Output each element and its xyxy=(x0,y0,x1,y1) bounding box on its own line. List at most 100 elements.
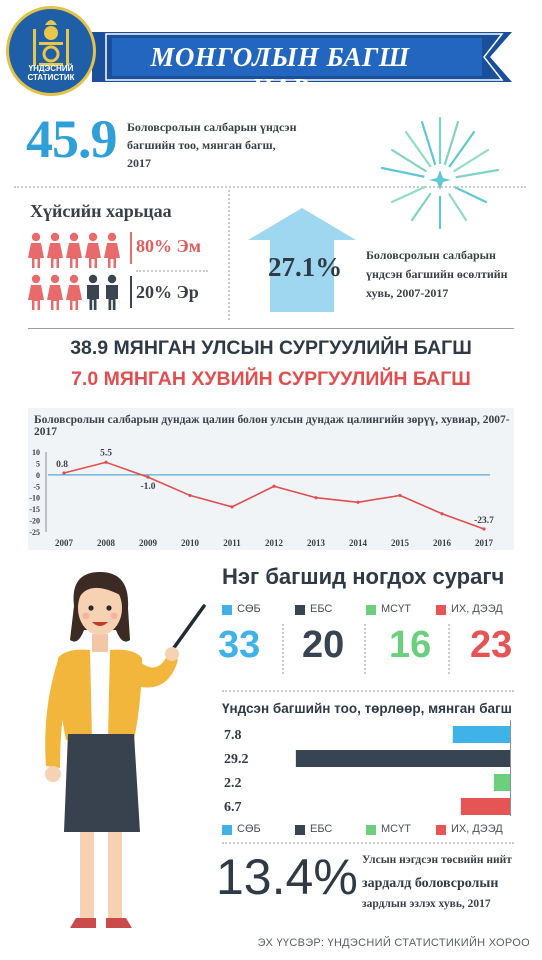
x-tick-label: 2015 xyxy=(391,538,410,548)
fireworks-illustration xyxy=(380,116,500,230)
data-point xyxy=(482,527,486,531)
divider xyxy=(448,624,450,674)
data-label: 0.8 xyxy=(56,460,68,470)
data-point xyxy=(188,493,192,498)
bar-legend-swatch-sob xyxy=(222,825,232,835)
bar-legend-swatch-ih xyxy=(436,825,446,835)
y-tick-label: -25 xyxy=(29,528,40,537)
teacher-illustration xyxy=(45,572,206,928)
data-point xyxy=(356,500,360,504)
bar-legend-swatch-msut xyxy=(366,825,376,835)
data-point xyxy=(104,460,108,464)
data-label: -23.7 xyxy=(474,516,494,526)
legend-label-ih: ИХ, ДЭЭД xyxy=(451,603,503,615)
source-note: ЭХ ҮҮСВЭР: ҮНДЭСНИЙ СТАТИСТИКИЙН ХОРОО xyxy=(257,937,530,949)
legend-label-msut: МСҮТ xyxy=(381,603,411,615)
soyombo-icon xyxy=(33,20,69,66)
data-point xyxy=(62,471,66,475)
education-budget-share-value: 13.4% xyxy=(216,849,358,905)
male-icons xyxy=(87,274,118,310)
x-tick-label: 2012 xyxy=(265,538,284,548)
teachers-by-type-title: Үндсэн багшийн тоо, төрлөөр, мянган багш xyxy=(222,701,512,716)
logo-line-1: ҮНДЭСНИЙ xyxy=(28,64,74,73)
data-point xyxy=(314,496,318,500)
teacher-total-label: Боловсролын салбарын үндсэн багшийн тоо,… xyxy=(127,120,297,170)
y-tick-label: 10 xyxy=(32,448,40,457)
legend-swatch-sob xyxy=(222,605,232,615)
salary-gap-line-chart: 10 5 0 -5 -10 -15 -20 -25 2007 2008 2009 2010 2011 20… xyxy=(29,448,494,548)
bar xyxy=(460,798,510,815)
legend-label-ebs: ЕБС xyxy=(310,603,333,615)
x-tick-label: 2009 xyxy=(139,538,158,548)
divider xyxy=(136,270,208,272)
x-tick-label: 2013 xyxy=(307,538,326,548)
data-point xyxy=(146,475,150,479)
page-title: МОНГОЛЫН БАГШ НАР xyxy=(150,42,410,103)
bar xyxy=(493,774,510,791)
budget-label-line-1: Улсын нэгдсэн төсвийн нийт xyxy=(362,854,512,866)
bar-legend-swatch-ebs xyxy=(295,825,305,835)
legend-swatch-msut xyxy=(366,605,376,615)
y-tick-label: 5 xyxy=(36,459,40,468)
male-marker xyxy=(130,276,132,308)
gender-people-icons xyxy=(28,232,120,310)
data-label: 5.5 xyxy=(100,448,112,458)
legend-label-sob: СӨБ xyxy=(237,603,261,615)
bar-legend-label-msut: МСҮТ xyxy=(381,823,411,835)
bar-legend-label-ebs: ЕБС xyxy=(310,823,333,835)
divider xyxy=(28,328,514,329)
bar-legend-label-ih: ИХ, ДЭЭД xyxy=(451,823,503,835)
x-tick-label: 2014 xyxy=(349,538,368,548)
x-tick-label: 2011 xyxy=(223,538,241,548)
data-label: -1.0 xyxy=(140,482,155,492)
y-tick-label: -5 xyxy=(33,482,40,491)
logo-line-2: СТАТИСТИК xyxy=(27,73,75,82)
ratio-value-sob: 33 xyxy=(218,624,261,666)
logo-text: ҮНДЭСНИЙ СТАТИСТИК xyxy=(14,64,88,82)
bar-legend-label-sob: СӨБ xyxy=(237,823,261,835)
statistics-logo xyxy=(6,6,96,96)
private-school-headline: 7.0 МЯНГАН ХУВИЙН СУРГУУЛИЙН БАГШ xyxy=(71,368,471,390)
budget-label-line-2: зардалд боловсролын xyxy=(362,876,499,891)
teacher-total-value: 45.9 xyxy=(26,109,117,169)
growth-arrow-icon xyxy=(248,208,356,312)
data-point xyxy=(272,484,276,488)
gender-title: Хүйсийн харьцаа xyxy=(30,201,172,221)
bar-value-label: 29.2 xyxy=(224,752,249,767)
legend-swatch-ih xyxy=(436,605,446,615)
divider xyxy=(222,690,514,692)
data-point xyxy=(440,512,444,516)
data-point xyxy=(398,493,402,498)
budget-label-line-3: зардлын эзлэх хувь, 2017 xyxy=(362,898,491,910)
series-line xyxy=(63,461,485,530)
data-point xyxy=(230,505,234,509)
salary-chart-title: Боловсролын салбарын дундаж цалин болон … xyxy=(34,414,510,438)
bar xyxy=(452,726,510,743)
teachers-by-type-bar-chart: 7.8 29.2 2.2 6.7 xyxy=(224,726,510,815)
salary-chart-panel xyxy=(28,408,514,550)
female-marker xyxy=(130,232,132,264)
y-tick-label: -15 xyxy=(29,505,40,514)
y-tick-label: 0 xyxy=(36,471,40,480)
x-tick-label: 2008 xyxy=(97,538,116,548)
public-school-headline: 38.9 МЯНГАН УЛСЫН СУРГУУЛИЙН БАГШ xyxy=(70,337,472,359)
ratio-value-ih: 23 xyxy=(470,624,513,666)
y-tick-label: -20 xyxy=(29,517,40,526)
male-percent: 20% Эр xyxy=(136,282,199,302)
divider xyxy=(228,190,230,320)
x-tick-label: 2010 xyxy=(181,538,200,548)
divider xyxy=(222,842,514,844)
ratio-value-ebs: 20 xyxy=(302,624,345,666)
bar-value-label: 6.7 xyxy=(224,800,242,815)
bar-value-label: 2.2 xyxy=(224,776,242,791)
x-tick-label: 2016 xyxy=(433,538,452,548)
divider xyxy=(364,624,366,674)
bar-value-label: 7.8 xyxy=(224,728,242,743)
ratio-value-msut: 16 xyxy=(389,624,432,666)
students-per-teacher-title: Нэг багшид ногдох сурагч xyxy=(222,564,505,589)
growth-label: Боловсролын салбарын үндсэн багшийн өсөл… xyxy=(366,248,508,300)
x-tick-label: 2017 xyxy=(475,538,494,548)
bar-axis xyxy=(510,720,511,816)
growth-value: 27.1% xyxy=(268,252,343,282)
legend-swatch-ebs xyxy=(295,605,305,615)
